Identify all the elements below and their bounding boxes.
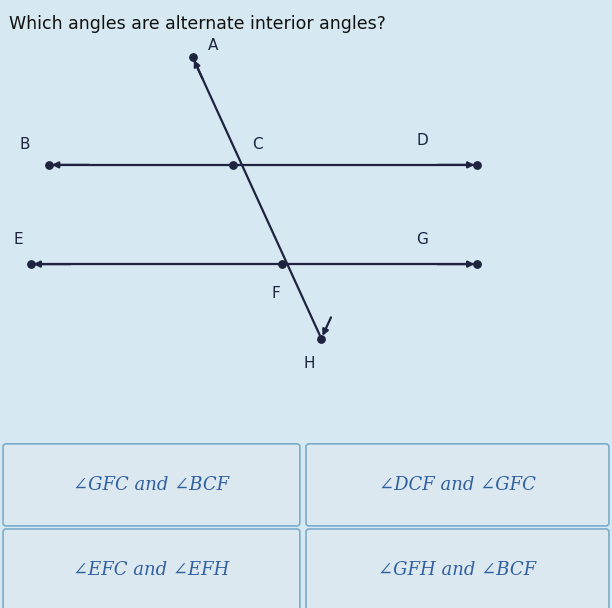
Point — [188, 52, 198, 62]
Point — [228, 160, 237, 170]
Text: B: B — [19, 137, 30, 152]
Text: G: G — [416, 232, 428, 247]
Text: ∠DCF and ∠GFC: ∠DCF and ∠GFC — [379, 476, 536, 494]
Text: H: H — [304, 356, 315, 371]
Text: A: A — [208, 38, 218, 54]
Text: Which angles are alternate interior angles?: Which angles are alternate interior angl… — [9, 15, 386, 33]
Point — [472, 259, 482, 269]
Point — [44, 160, 54, 170]
Text: D: D — [416, 133, 428, 148]
Point — [277, 259, 286, 269]
Text: F: F — [271, 286, 280, 300]
Text: E: E — [13, 232, 23, 247]
Text: ∠GFH and ∠BCF: ∠GFH and ∠BCF — [378, 561, 537, 579]
Text: ∠GFC and ∠BCF: ∠GFC and ∠BCF — [73, 476, 230, 494]
Point — [26, 259, 35, 269]
Point — [472, 160, 482, 170]
Point — [316, 334, 326, 344]
Text: C: C — [252, 137, 263, 152]
Text: ∠EFC and ∠EFH: ∠EFC and ∠EFH — [73, 561, 230, 579]
